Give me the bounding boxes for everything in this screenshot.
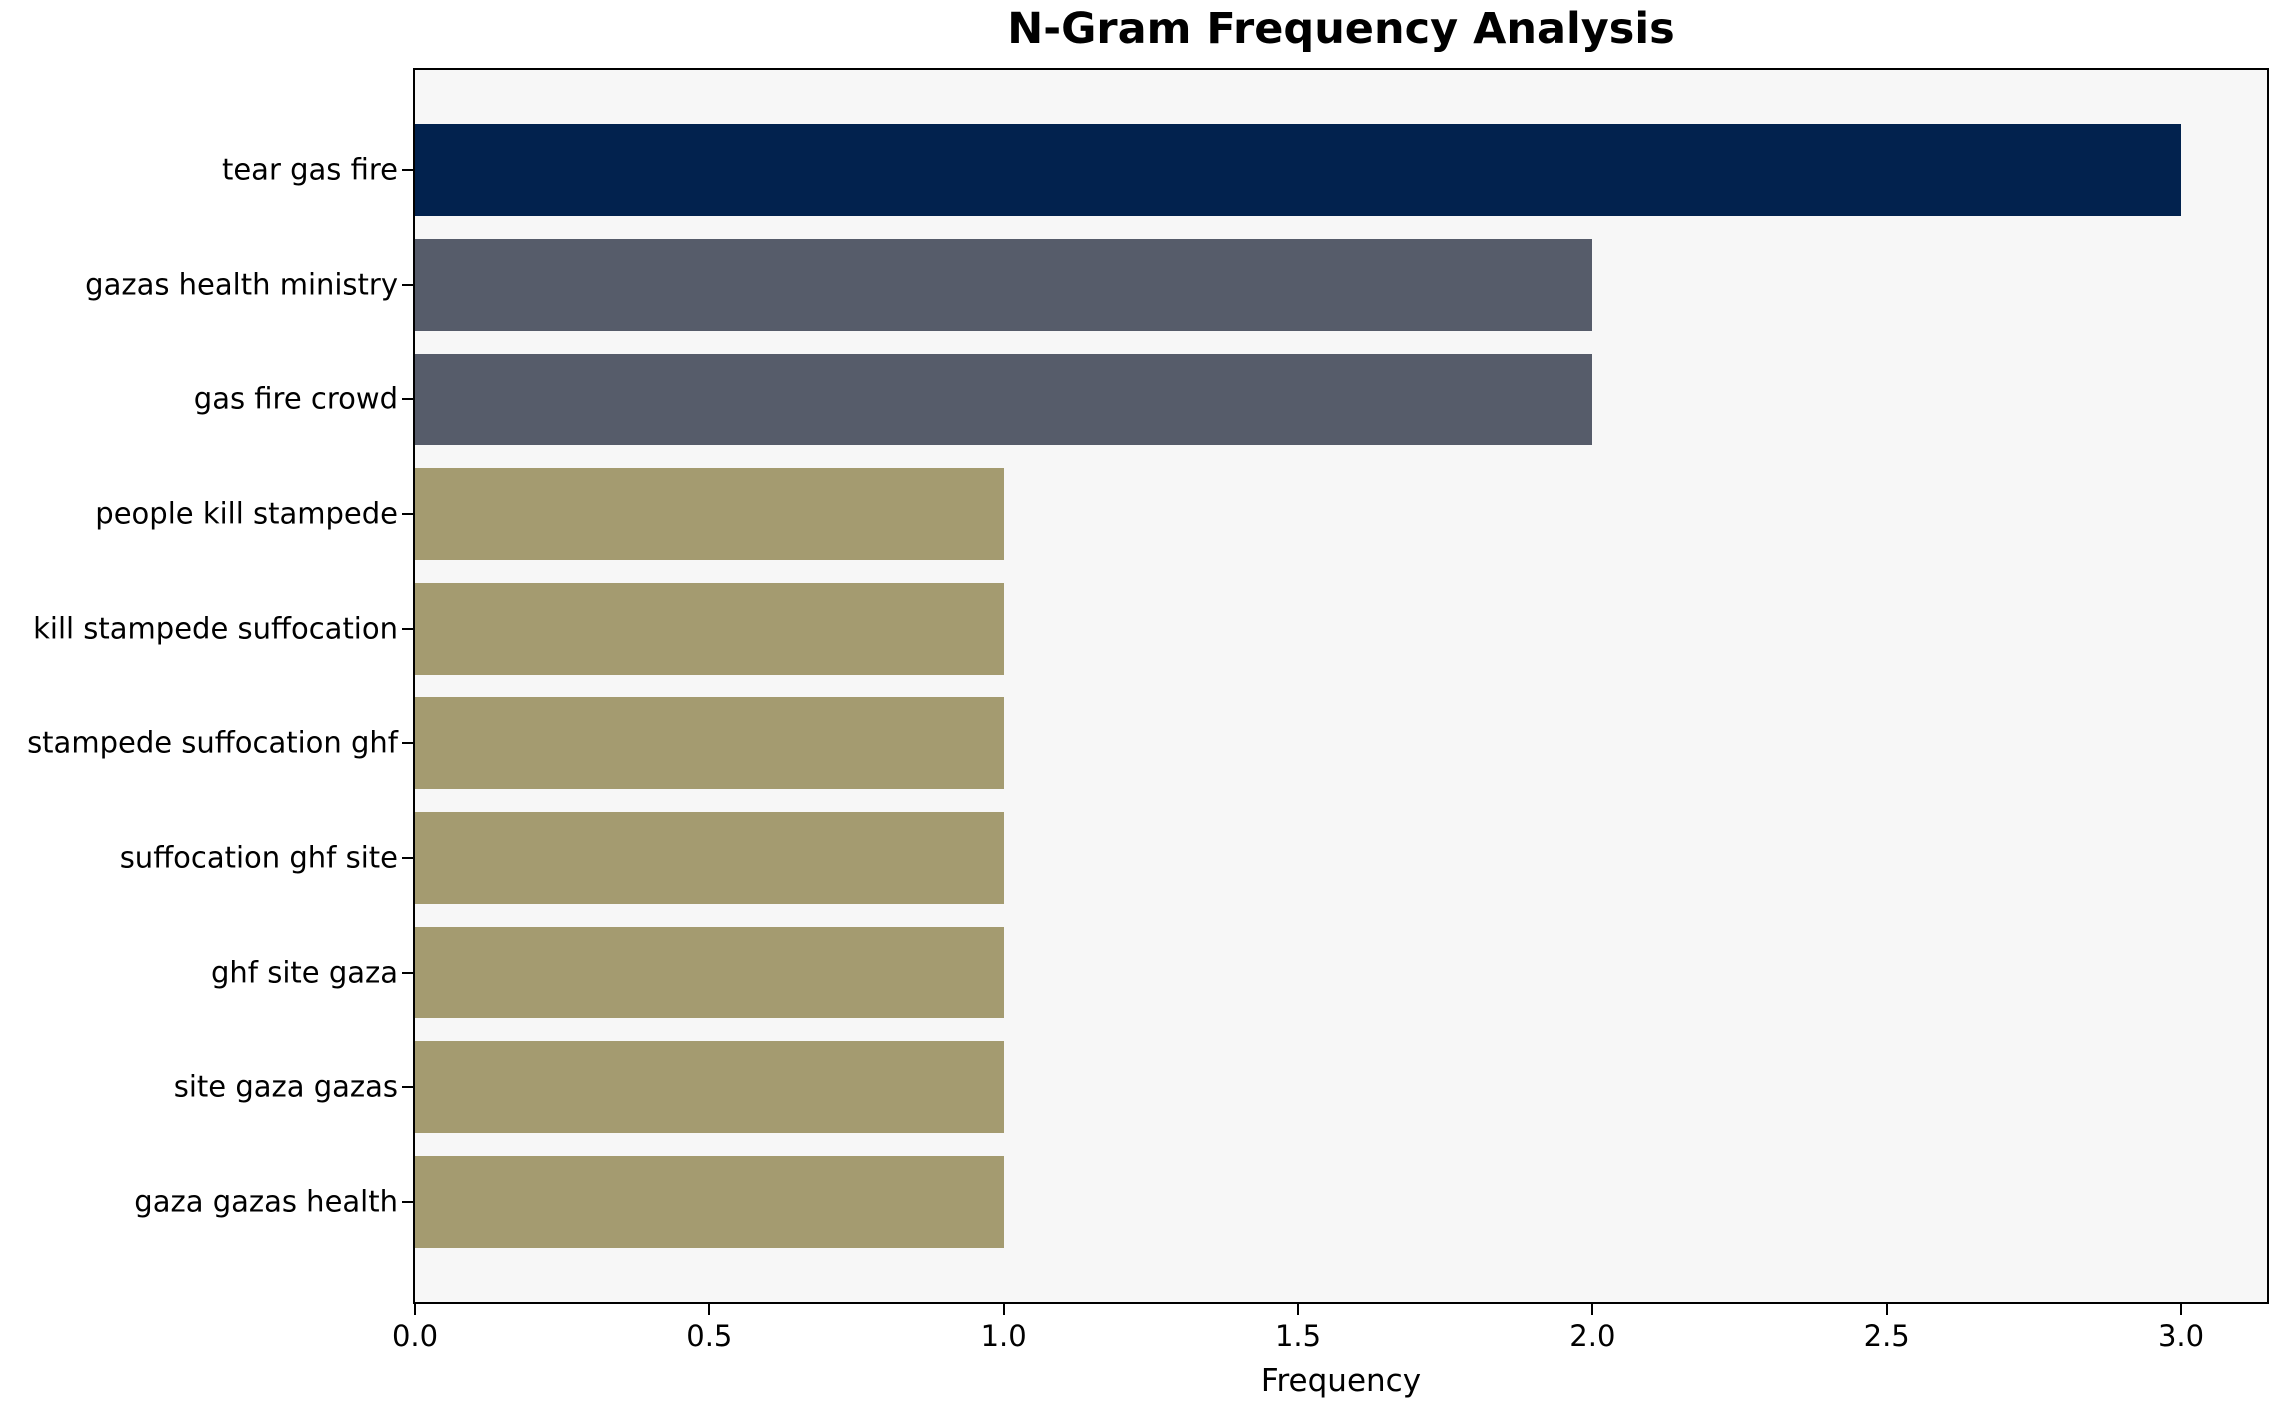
x-tick-label: 3.0: [2157, 1319, 2205, 1353]
x-tick-mark: [708, 1304, 711, 1315]
y-tick-mark: [402, 283, 413, 286]
chart-title: N-Gram Frequency Analysis: [1007, 4, 1675, 54]
y-tick-mark: [402, 398, 413, 401]
x-tick-label: 0.0: [391, 1319, 439, 1353]
y-tick-mark: [402, 169, 413, 172]
y-tick-label: stampede suffocation ghf: [27, 725, 398, 760]
x-tick-label: 2.5: [1863, 1319, 1910, 1353]
bar: [415, 926, 1004, 1019]
x-tick-label: 0.5: [686, 1319, 733, 1353]
bar: [415, 238, 1593, 331]
y-tick-mark: [402, 742, 413, 745]
x-tick-label: 1.5: [1274, 1319, 1322, 1353]
x-axis-label: Frequency: [1260, 1363, 1422, 1399]
bar: [415, 124, 2182, 216]
y-tick-label: gaza gazas health: [134, 1184, 398, 1219]
y-tick-label: gas fire crowd: [193, 381, 398, 416]
y-tick-mark: [402, 627, 413, 630]
y-tick-label: kill stampede suffocation: [33, 611, 398, 646]
y-tick-mark: [402, 971, 413, 974]
y-axis-labels: tear gas fire gazas health ministry gas fi…: [0, 68, 398, 1304]
y-tick-label: site gaza gazas: [173, 1069, 398, 1104]
y-tick-mark: [402, 856, 413, 859]
x-tick-label: 1.0: [980, 1319, 1027, 1353]
x-tick-mark: [2180, 1304, 2183, 1315]
x-tick-mark: [1885, 1304, 1888, 1315]
bar: [415, 353, 1593, 446]
plot-area: [413, 68, 2269, 1304]
y-tick-label: people kill stampede: [95, 496, 398, 531]
y-tick-mark: [402, 1200, 413, 1203]
x-tick-mark: [414, 1304, 416, 1315]
y-tick-mark: [402, 513, 413, 515]
y-tick-label: gazas health ministry: [85, 267, 398, 302]
bar: [415, 697, 1004, 790]
y-tick-label: suffocation ghf site: [119, 840, 398, 875]
bar: [415, 468, 1004, 560]
bar: [415, 1156, 1004, 1248]
y-tick-mark: [402, 1086, 413, 1089]
bar: [415, 812, 1004, 904]
x-tick-mark: [1591, 1304, 1594, 1315]
bar: [415, 1041, 1004, 1134]
x-tick-mark: [1297, 1304, 1300, 1315]
x-tick-mark: [1002, 1304, 1005, 1315]
x-tick-label: 2.0: [1569, 1319, 1616, 1353]
bar: [415, 582, 1004, 675]
y-tick-label: ghf site gaza: [211, 955, 398, 990]
y-tick-label: tear gas fire: [221, 152, 398, 187]
